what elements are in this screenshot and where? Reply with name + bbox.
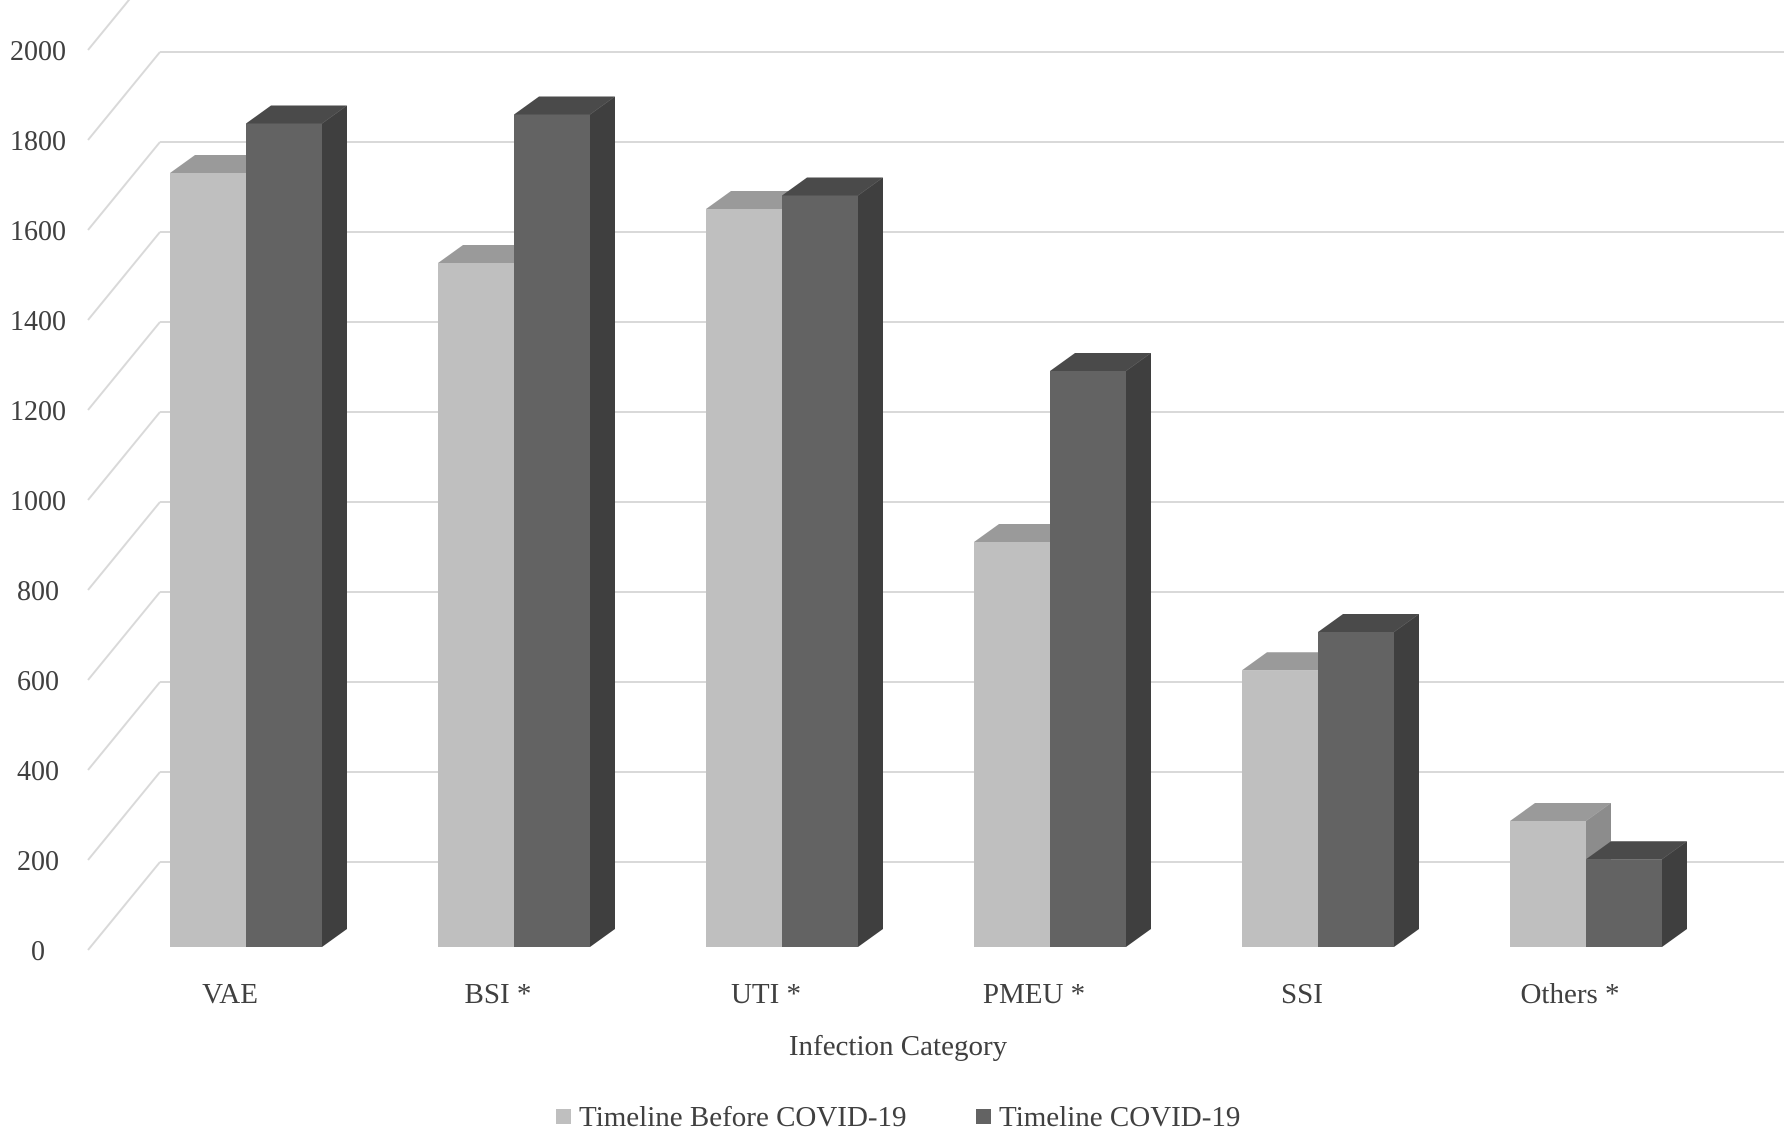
bar-1-4: [1318, 614, 1419, 947]
x-category-label: UTI *: [731, 978, 801, 1010]
bar-side: [590, 96, 615, 947]
gridline-diagonal: [87, 0, 131, 51]
y-tick-label: 1600: [10, 216, 66, 247]
x-category-label: VAE: [202, 978, 258, 1010]
legend-label: Timeline COVID-19: [999, 1101, 1240, 1133]
x-axis-title: Infection Category: [789, 1030, 1008, 1062]
bar-side: [858, 177, 883, 947]
x-category-label: PMEU *: [983, 978, 1085, 1010]
bar-top: [1510, 803, 1611, 821]
bar-front: [1242, 670, 1318, 947]
gridline-diagonal: [87, 141, 161, 231]
y-tick-label: 400: [17, 756, 59, 787]
gridline-diagonal: [87, 681, 161, 771]
gridline-diagonal: [87, 771, 161, 861]
bar-side: [322, 105, 347, 947]
bar-front: [1050, 371, 1126, 947]
x-axis-category-labels: VAE BSI * UTI * PMEU * SSI Others *: [202, 978, 1619, 1010]
gridline-diagonal: [87, 501, 161, 591]
bar-top: [170, 155, 271, 173]
x-category-label: SSI: [1281, 978, 1323, 1010]
bar-top: [1242, 652, 1343, 671]
gridlines: [87, 0, 1784, 951]
bar-top: [438, 245, 539, 263]
bar-1-0: [246, 105, 347, 947]
legend-swatch: [976, 1109, 991, 1124]
bar-side: [1126, 353, 1151, 947]
bar-front: [514, 114, 590, 947]
bar-top: [706, 191, 807, 209]
bar-top: [1050, 353, 1151, 371]
y-tick-label: 1000: [10, 486, 66, 517]
bar-1-2: [782, 177, 883, 947]
bar-1-3: [1050, 353, 1151, 947]
bar-side: [1394, 614, 1419, 947]
bar-top: [782, 177, 883, 196]
y-tick-label: 1200: [10, 396, 66, 427]
y-tick-label: 1800: [10, 126, 66, 157]
gridline-diagonal: [87, 861, 161, 951]
bar-side: [1662, 841, 1687, 947]
bar-top: [974, 524, 1075, 542]
y-tick-label: 0: [31, 936, 45, 967]
bar-front: [246, 123, 322, 947]
gridline-diagonal: [87, 591, 161, 681]
bar-front: [782, 195, 858, 947]
y-axis-tick-labels: 0 200 400 600 800 1000 1200 1400 1600 1800 2000: [10, 36, 66, 967]
legend-label: Timeline Before COVID-19: [579, 1101, 907, 1133]
gridline-diagonal: [87, 321, 161, 411]
bar-front: [1510, 821, 1586, 947]
x-category-label: BSI *: [465, 978, 532, 1010]
gridline-diagonal: [87, 51, 161, 141]
bar-top: [514, 96, 615, 115]
bar-top: [1586, 841, 1687, 860]
bar-front: [974, 542, 1050, 947]
bar-front: [170, 173, 246, 947]
legend-swatch: [556, 1109, 571, 1124]
x-category-label: Others *: [1520, 978, 1619, 1010]
y-tick-label: 2000: [10, 36, 66, 67]
bar-front: [438, 263, 514, 947]
gridline-diagonal: [87, 411, 161, 501]
bar-front: [1318, 632, 1394, 947]
bar-front: [1586, 859, 1662, 947]
bar-top: [246, 105, 347, 124]
legend: Timeline Before COVID-19 Timeline COVID-1…: [556, 1101, 1240, 1133]
bar-top: [1318, 614, 1419, 632]
y-tick-label: 600: [17, 666, 59, 697]
y-tick-label: 800: [17, 576, 59, 607]
bars: [170, 96, 1687, 947]
y-tick-label: 200: [17, 846, 59, 877]
y-tick-label: 1400: [10, 306, 66, 337]
bar-front: [706, 209, 782, 947]
bar-1-1: [514, 96, 615, 947]
bar-1-5: [1586, 841, 1687, 947]
gridline-diagonal: [87, 231, 161, 321]
